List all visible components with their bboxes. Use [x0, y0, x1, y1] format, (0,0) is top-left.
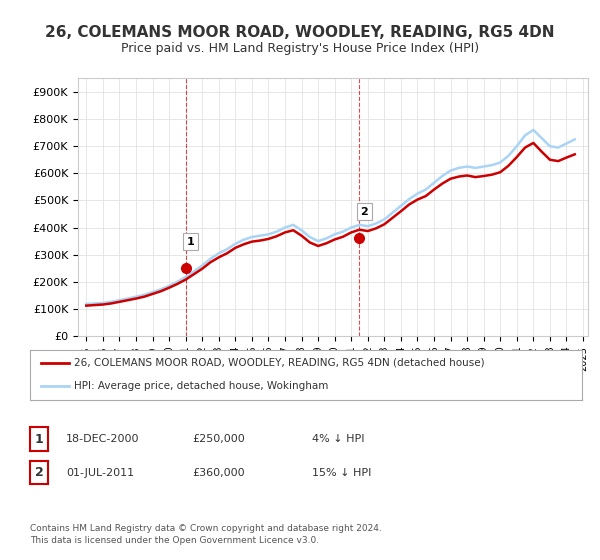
Text: 15% ↓ HPI: 15% ↓ HPI — [312, 468, 371, 478]
Text: HPI: Average price, detached house, Wokingham: HPI: Average price, detached house, Woki… — [74, 381, 329, 391]
Text: Price paid vs. HM Land Registry's House Price Index (HPI): Price paid vs. HM Land Registry's House … — [121, 42, 479, 55]
Text: 1: 1 — [35, 432, 43, 446]
Text: 18-DEC-2000: 18-DEC-2000 — [66, 434, 139, 444]
Text: 2: 2 — [361, 207, 368, 217]
Text: 01-JUL-2011: 01-JUL-2011 — [66, 468, 134, 478]
Text: 2: 2 — [35, 466, 43, 479]
Text: 1: 1 — [187, 236, 194, 246]
Text: 4% ↓ HPI: 4% ↓ HPI — [312, 434, 365, 444]
Text: 26, COLEMANS MOOR ROAD, WOODLEY, READING, RG5 4DN (detached house): 26, COLEMANS MOOR ROAD, WOODLEY, READING… — [74, 358, 485, 367]
Text: £250,000: £250,000 — [192, 434, 245, 444]
Text: 26, COLEMANS MOOR ROAD, WOODLEY, READING, RG5 4DN: 26, COLEMANS MOOR ROAD, WOODLEY, READING… — [45, 25, 555, 40]
Text: Contains HM Land Registry data © Crown copyright and database right 2024.
This d: Contains HM Land Registry data © Crown c… — [30, 524, 382, 545]
Text: £360,000: £360,000 — [192, 468, 245, 478]
